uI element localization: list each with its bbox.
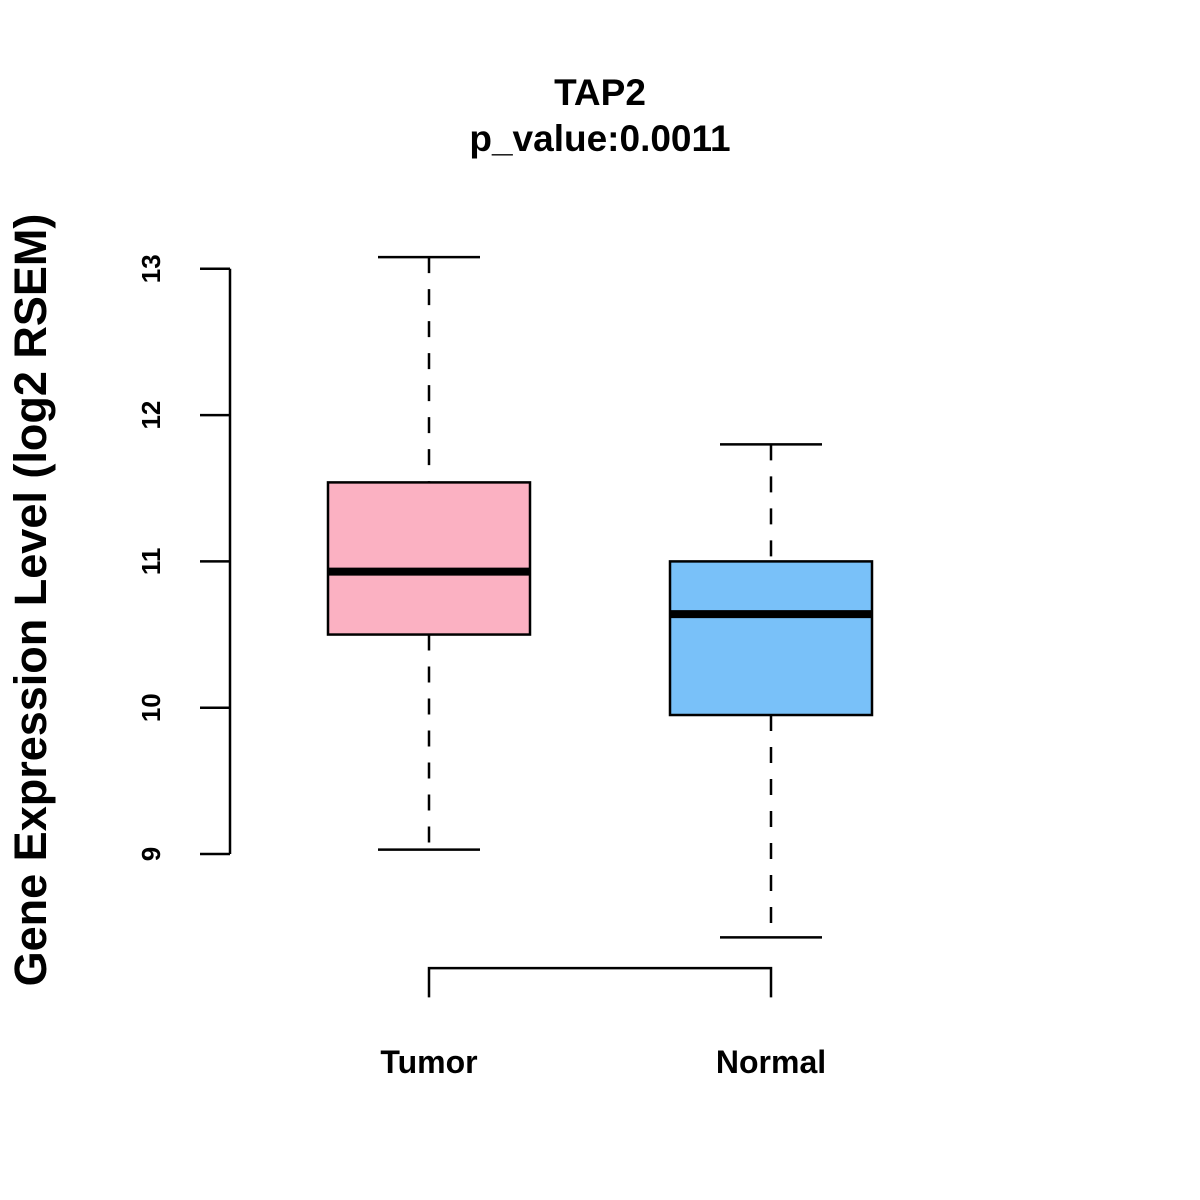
y-axis-label: Gene Expression Level (log2 RSEM) <box>5 214 56 987</box>
box-normal <box>668 443 874 939</box>
category-label-tumor: Tumor <box>380 1044 477 1080</box>
category-label-normal: Normal <box>716 1044 826 1080</box>
y-axis: 9 10 11 12 13 <box>136 254 232 861</box>
plot-area <box>326 255 874 998</box>
chart-subtitle: p_value:0.0011 <box>469 118 730 159</box>
y-tick-label-11: 11 <box>136 548 166 576</box>
iqr-box-tumor <box>326 481 532 636</box>
y-tick-label-13: 13 <box>136 254 166 283</box>
box-tumor <box>326 255 532 851</box>
comparison-bracket <box>427 966 773 998</box>
y-tick-label-10: 10 <box>136 693 166 722</box>
iqr-box-normal <box>668 560 874 717</box>
y-tick-label-9: 9 <box>136 847 166 861</box>
x-axis-labels: Tumor Normal <box>380 1044 826 1080</box>
y-tick-label-12: 12 <box>136 401 166 430</box>
chart-title: TAP2 <box>554 72 646 113</box>
